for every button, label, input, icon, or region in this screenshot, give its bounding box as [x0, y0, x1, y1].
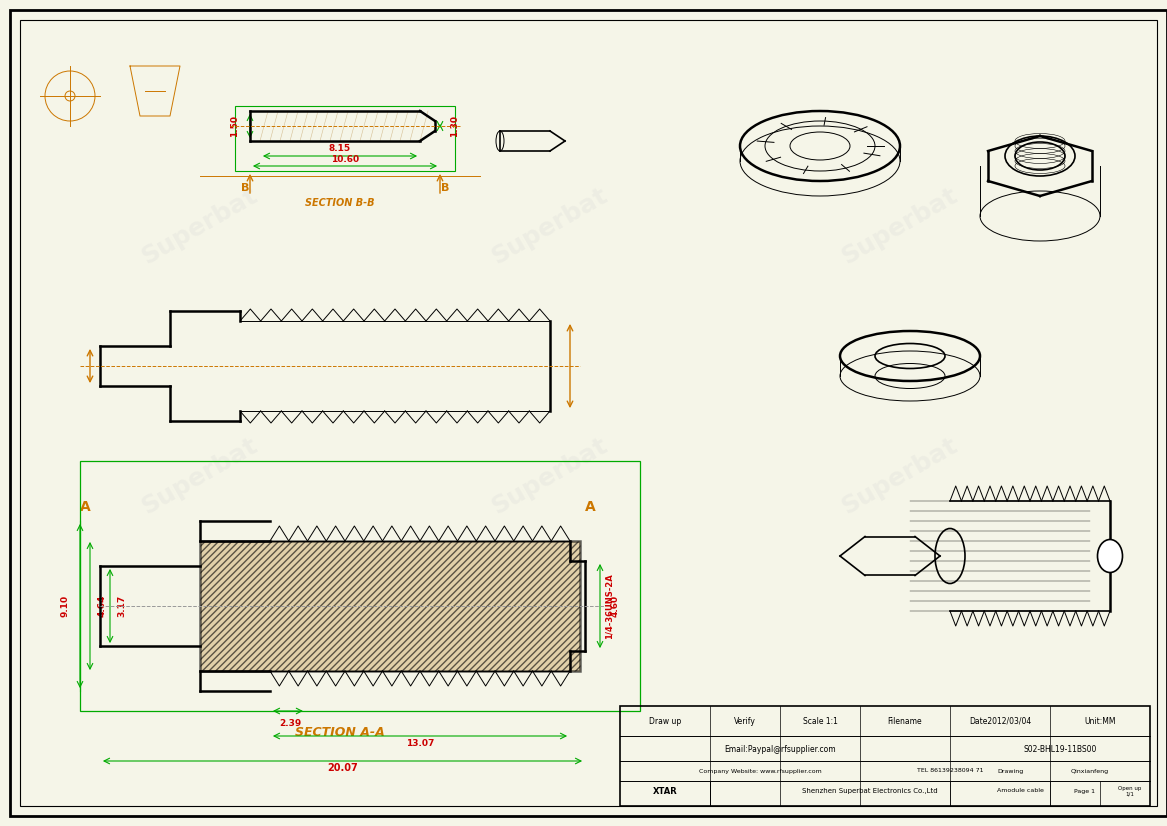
Text: Superbat: Superbat — [138, 183, 263, 269]
Text: B: B — [240, 183, 250, 193]
Text: A: A — [585, 500, 595, 514]
Bar — [235, 106, 455, 171]
Text: 1.50: 1.50 — [231, 115, 239, 137]
Text: Qinxianfeng: Qinxianfeng — [1071, 768, 1109, 773]
Text: Scale 1:1: Scale 1:1 — [803, 716, 838, 725]
Text: Drawing: Drawing — [997, 768, 1023, 773]
Text: Unit:MM: Unit:MM — [1084, 716, 1116, 725]
Text: Superbat: Superbat — [488, 433, 613, 519]
Text: Email:Paypal@rfsupplier.com: Email:Paypal@rfsupplier.com — [725, 744, 836, 753]
Text: Superbat: Superbat — [838, 183, 963, 269]
Text: Open up
1/1: Open up 1/1 — [1118, 786, 1141, 796]
Text: 10.60: 10.60 — [331, 155, 359, 164]
Text: Superbat: Superbat — [488, 183, 613, 269]
Bar — [200, 541, 580, 671]
Text: B: B — [441, 183, 449, 193]
Bar — [620, 706, 1149, 806]
Bar — [81, 461, 640, 711]
Text: 4.60: 4.60 — [610, 595, 620, 617]
Text: SECTION B-B: SECTION B-B — [306, 198, 375, 208]
Text: 9.10: 9.10 — [61, 595, 70, 617]
Text: Superbat: Superbat — [838, 433, 963, 519]
Text: Draw up: Draw up — [649, 716, 682, 725]
Text: 4.64: 4.64 — [98, 595, 106, 617]
Text: XTAR: XTAR — [652, 786, 677, 795]
Text: Shenzhen Superbat Electronics Co.,Ltd: Shenzhen Superbat Electronics Co.,Ltd — [802, 788, 938, 794]
Ellipse shape — [1097, 539, 1123, 572]
Text: 2.39: 2.39 — [279, 719, 301, 728]
Text: Company Website: www.rfsupplier.com: Company Website: www.rfsupplier.com — [699, 768, 822, 773]
Text: Page 1: Page 1 — [1075, 789, 1096, 794]
Text: Filename: Filename — [888, 716, 922, 725]
Text: 1/4-36UNS-2A: 1/4-36UNS-2A — [605, 573, 614, 638]
Text: Verify: Verify — [734, 716, 756, 725]
Text: SECTION A-A: SECTION A-A — [295, 726, 385, 739]
Text: 1.30: 1.30 — [450, 115, 460, 137]
Text: Amodule cable: Amodule cable — [997, 789, 1043, 794]
Text: 8.15: 8.15 — [329, 144, 351, 153]
Text: A: A — [79, 500, 90, 514]
Text: TEL 86139238094 71: TEL 86139238094 71 — [917, 768, 984, 773]
Text: S02-BHL19-11BS00: S02-BHL19-11BS00 — [1023, 744, 1097, 753]
Text: Superbat: Superbat — [138, 433, 263, 519]
Text: 3.17: 3.17 — [118, 595, 126, 617]
Text: 13.07: 13.07 — [406, 739, 434, 748]
Text: 20.07: 20.07 — [327, 763, 358, 773]
Text: Date2012/03/04: Date2012/03/04 — [969, 716, 1032, 725]
